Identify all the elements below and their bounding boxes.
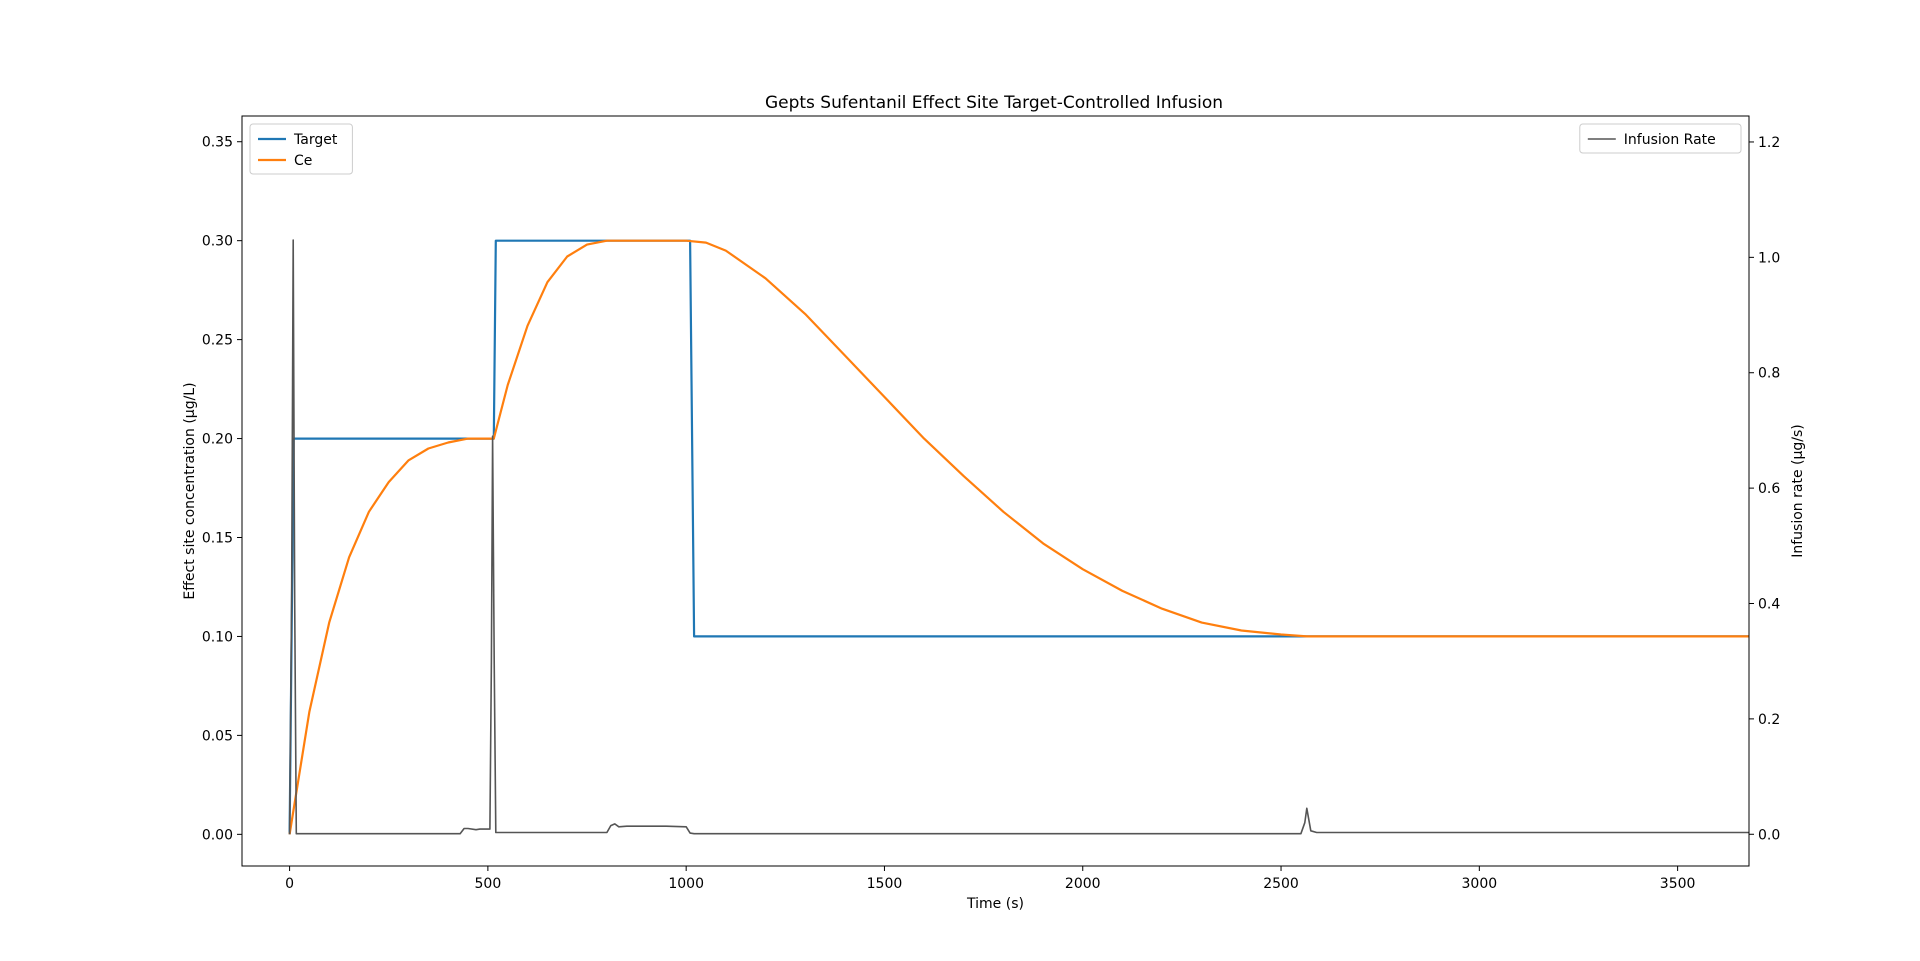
y-tick-label: 0.20 (202, 432, 233, 448)
y-tick-label: 0.05 (202, 728, 233, 744)
legend-label-infusion-rate: Infusion Rate (1624, 132, 1716, 148)
x-tick-label: 2000 (1065, 876, 1101, 892)
x-tick-label: 3500 (1660, 876, 1696, 892)
y2-tick-label: 0.8 (1758, 366, 1780, 382)
y2-axis-label: Infusion rate (μg/s) (1790, 424, 1806, 558)
y2-tick-label: 0.6 (1758, 481, 1780, 497)
y-axis-right: 0.0 0.2 0.4 0.6 0.8 1.0 1.2 (1749, 135, 1780, 843)
y-tick-label: 0.35 (202, 135, 233, 151)
legend-box (249, 123, 353, 175)
legend-infusion: Infusion Rate (1579, 123, 1742, 154)
x-axis-label: Time (s) (966, 896, 1024, 912)
series-line-target (288, 239, 1749, 835)
x-tick-label: 2500 (1263, 876, 1299, 892)
y-tick-label: 0.00 (202, 827, 233, 843)
legend-label-ce: Ce (294, 153, 312, 169)
series-line-ce (288, 239, 1749, 835)
y2-tick-label: 1.2 (1758, 135, 1780, 151)
legend-label-target: Target (293, 132, 338, 148)
y-tick-label: 0.30 (202, 234, 233, 250)
y-tick-label: 0.10 (202, 629, 233, 645)
legend-box (1579, 123, 1742, 154)
x-tick-label: 1000 (668, 876, 704, 892)
y-axis-label: Effect site concentration (μg/L) (182, 382, 198, 599)
x-tick-label: 500 (475, 876, 502, 892)
chart-title: Gepts Sufentanil Effect Site Target-Cont… (765, 93, 1223, 113)
y-axis-left: 0.00 0.05 0.10 0.15 0.20 0.25 0.30 0.35 (202, 135, 242, 843)
plot-series (288, 239, 1749, 835)
y-tick-label: 0.25 (202, 333, 233, 349)
series-line-infusion-rate (288, 239, 1749, 835)
y2-tick-label: 0.4 (1758, 597, 1780, 613)
y2-tick-label: 0.2 (1758, 712, 1780, 728)
legend-concentration: Target Ce (249, 123, 353, 175)
x-tick-label: 0 (285, 876, 294, 892)
plot-frame (241, 115, 1750, 867)
y-tick-label: 0.15 (202, 531, 233, 547)
x-tick-label: 1500 (867, 876, 903, 892)
x-axis: 0 500 1000 1500 2000 2500 3000 3500 (285, 866, 1695, 892)
y2-tick-label: 1.0 (1758, 250, 1780, 266)
x-tick-label: 3000 (1462, 876, 1498, 892)
y2-tick-label: 0.0 (1758, 827, 1780, 843)
